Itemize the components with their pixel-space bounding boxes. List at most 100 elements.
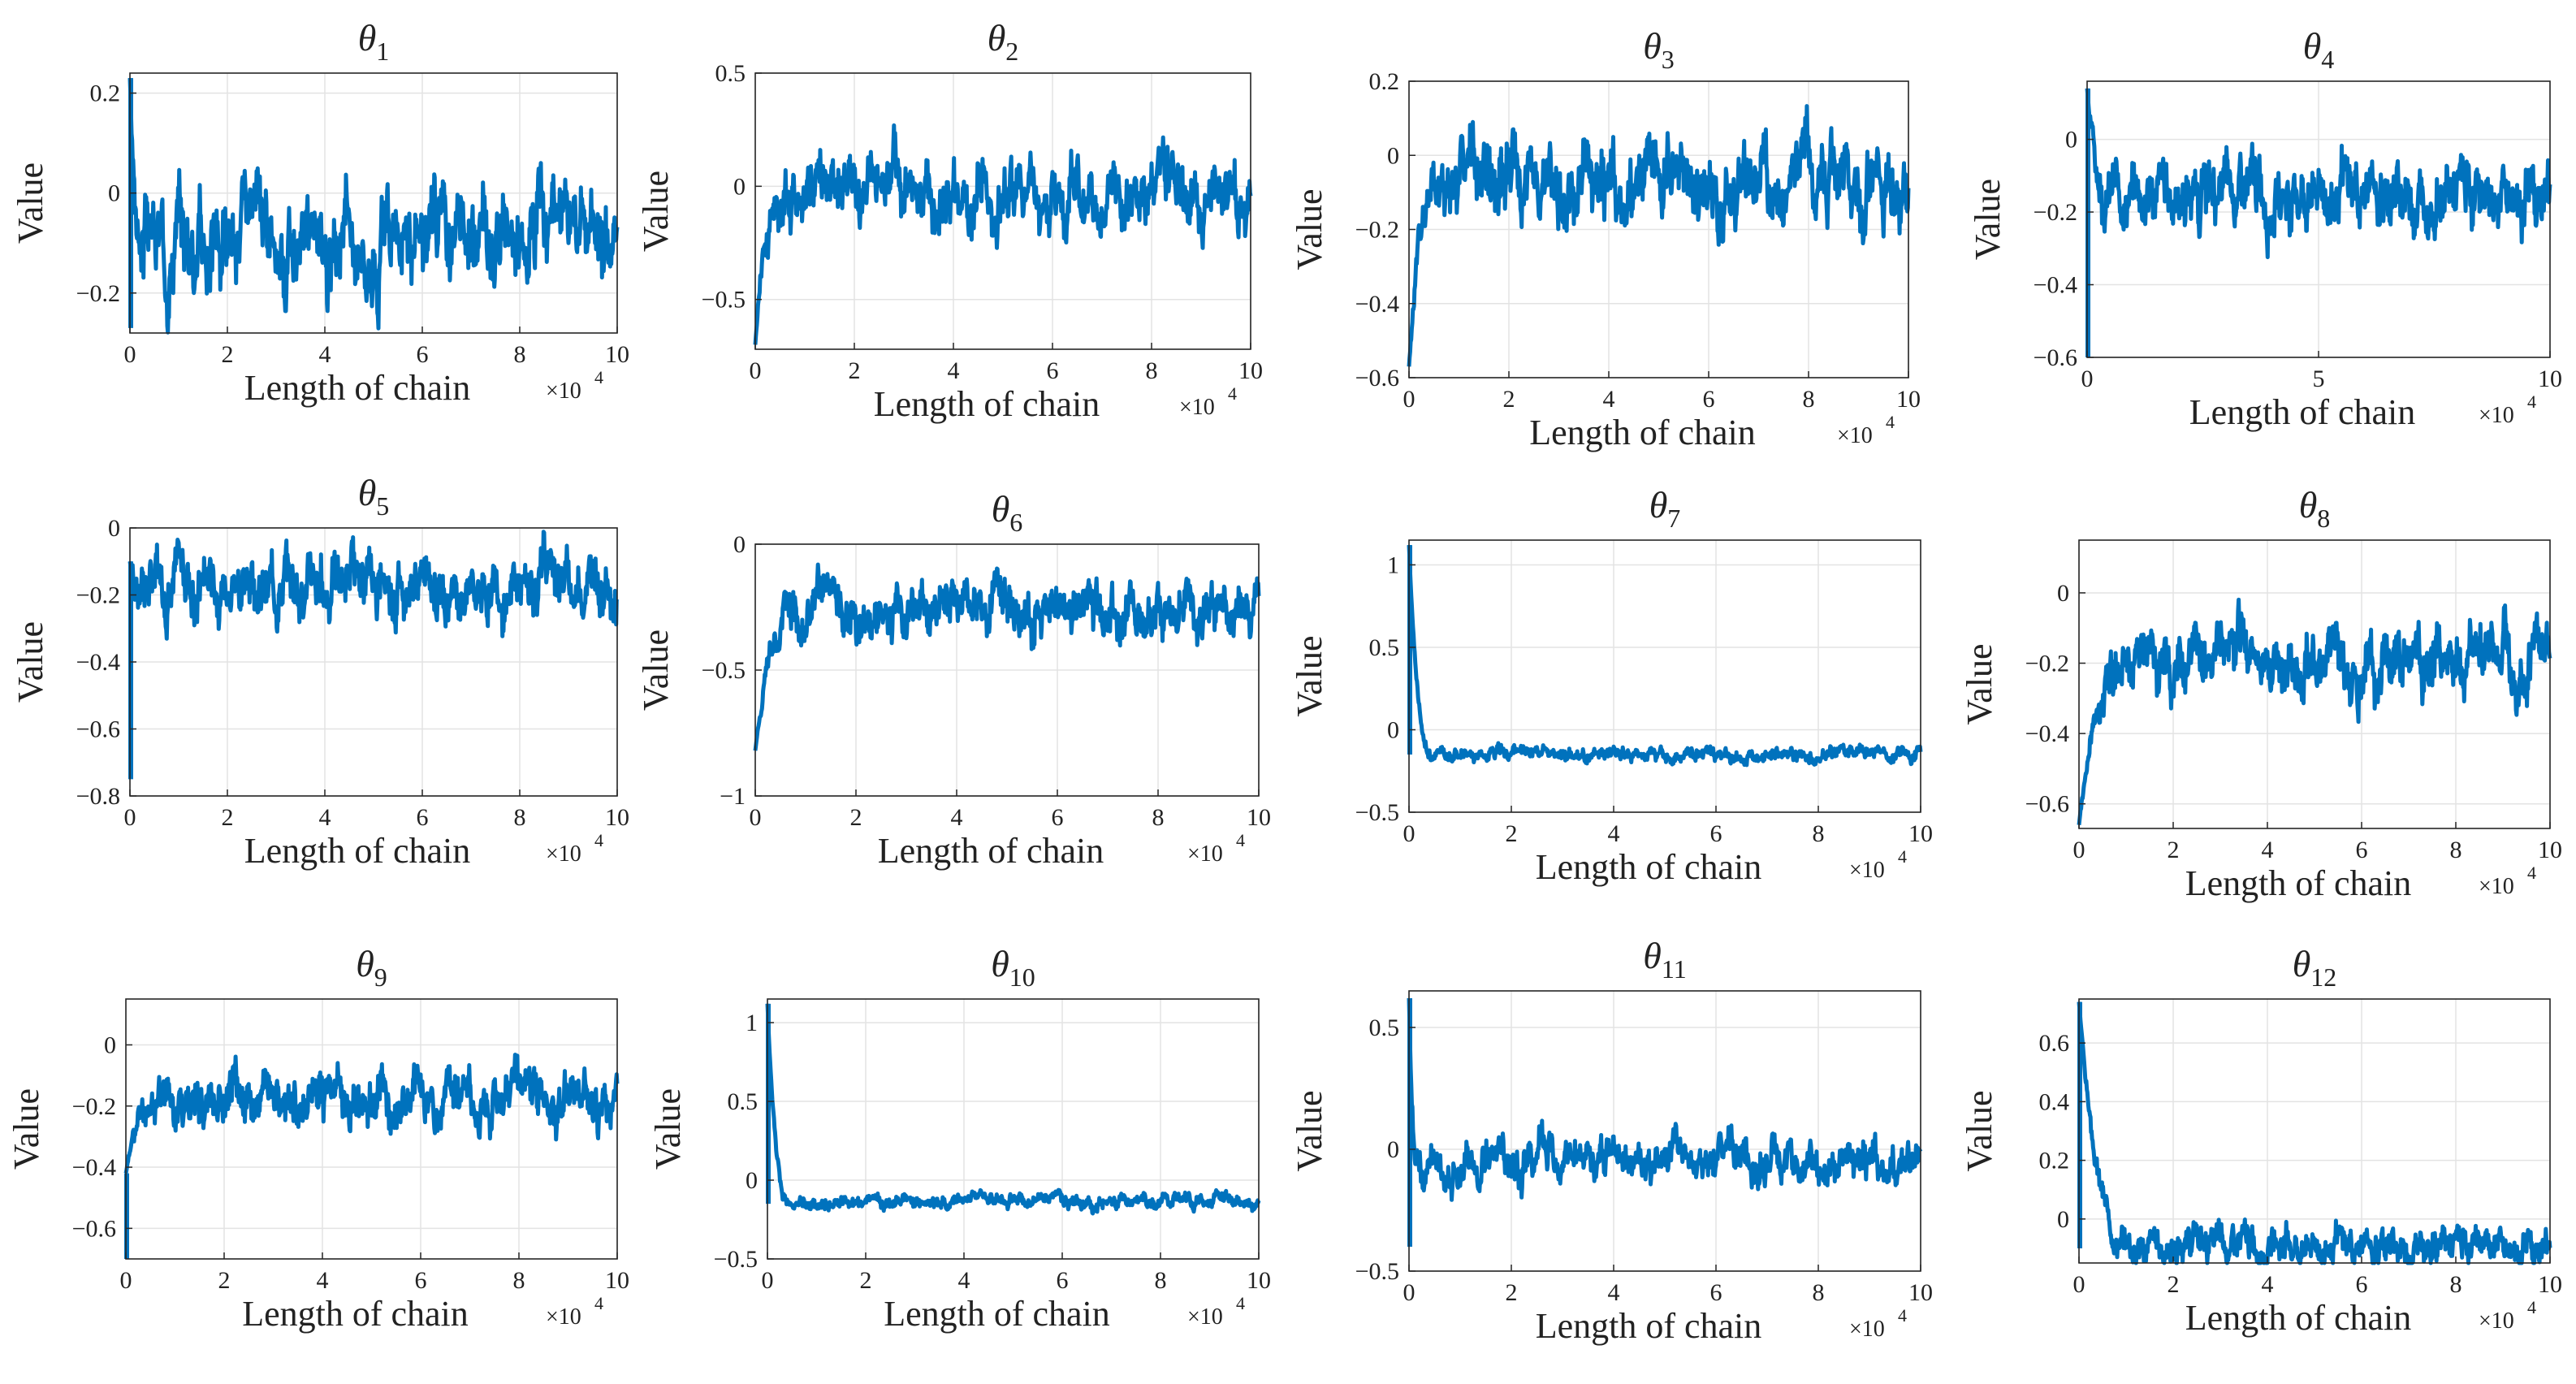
y-tick-label: −0.6: [76, 716, 120, 743]
y-axis-label: Value: [1290, 188, 1329, 270]
y-tick-label: 0.4: [2039, 1088, 2070, 1115]
x-multiplier-label: ×10: [1849, 858, 1885, 883]
chain-trace-line: [128, 78, 620, 335]
chain-trace-line: [123, 1053, 620, 1174]
x-multiplier-label: ×10: [1179, 395, 1215, 420]
x-multiplier-exponent: 4: [2527, 391, 2536, 412]
x-multiplier-exponent: 4: [594, 1293, 603, 1313]
x-tick-label: 2: [222, 804, 234, 831]
y-tick-label: −0.2: [2034, 199, 2077, 226]
y-tick-label: −0.2: [76, 582, 120, 609]
x-multiplier-exponent: 4: [2527, 863, 2536, 883]
x-multiplier-label: ×10: [1187, 1304, 1223, 1330]
x-tick-label: 10: [2538, 1271, 2562, 1298]
x-multiplier-exponent: 4: [1236, 830, 1245, 850]
x-tick-label: 0: [124, 341, 136, 368]
x-tick-label: 6: [2356, 837, 2368, 863]
y-tick-label: 0.5: [715, 60, 746, 87]
x-tick-label: 8: [513, 1267, 525, 1294]
x-tick-label: 4: [319, 804, 331, 831]
y-tick-label: −0.6: [2034, 344, 2077, 371]
x-tick-label: 0: [2073, 837, 2085, 863]
x-axis-label: Length of chain: [874, 384, 1100, 424]
x-tick-label: 0: [120, 1267, 132, 1294]
panel-title: θ12: [2293, 943, 2337, 992]
y-tick-label: 0.5: [728, 1088, 759, 1115]
y-tick-label: 0.2: [90, 80, 121, 107]
x-tick-label: 8: [1146, 357, 1158, 384]
x-tick-label: 8: [1803, 386, 1815, 413]
x-axis-label: Length of chain: [242, 1294, 469, 1334]
x-tick-label: 10: [1247, 1267, 1271, 1294]
x-tick-label: 10: [605, 1267, 629, 1294]
x-axis-label: Length of chain: [2185, 863, 2412, 903]
trace-panel-6: 0 2 4 6 8 10 −1 −0.5 0 Length of chain ×10 4 Value θ6: [636, 488, 1271, 871]
x-tick-label: 10: [1908, 1279, 1933, 1306]
x-tick-label: 4: [1603, 386, 1615, 413]
y-tick-label: −0.8: [76, 783, 120, 810]
y-tick-label: −0.2: [76, 280, 120, 307]
trace-panel-3: 0 2 4 6 8 10 −0.6 −0.4 −0.2 0 0.2 Length of chain ×1…: [1290, 25, 1921, 452]
x-tick-label: 2: [1503, 386, 1515, 413]
x-axis-label: Length of chain: [1536, 847, 1762, 887]
x-multiplier-exponent: 4: [1898, 846, 1907, 867]
trace-panel-9: 0 2 4 6 8 10 −0.6 −0.4 −0.2 0 Length of chain ×10 4 V…: [6, 943, 629, 1334]
y-tick-label: 0: [2057, 1206, 2069, 1233]
x-tick-label: 4: [2262, 837, 2274, 863]
panel-title: θ11: [1643, 935, 1686, 984]
chain-trace-line: [1407, 104, 1911, 367]
x-tick-label: 6: [1047, 357, 1059, 384]
y-axis-label: Value: [648, 1088, 688, 1170]
trace-panel-1: 0 2 4 6 8 10 −0.2 0 0.2 Length of chain ×10 4 Value θ…: [11, 17, 629, 408]
x-axis-label: Length of chain: [2189, 392, 2416, 432]
x-tick-label: 4: [319, 341, 331, 368]
x-tick-label: 2: [2168, 837, 2180, 863]
y-tick-label: −0.5: [702, 657, 746, 684]
x-tick-label: 0: [1403, 386, 1416, 413]
x-tick-label: 0: [2073, 1271, 2085, 1298]
chain-trace-line: [128, 530, 620, 641]
x-multiplier-exponent: 4: [1236, 1293, 1245, 1313]
axes-box: [125, 998, 618, 1260]
x-tick-label: 10: [605, 341, 629, 368]
x-multiplier-label: ×10: [546, 378, 581, 404]
y-tick-label: −0.5: [1355, 799, 1399, 826]
x-tick-label: 8: [1813, 1279, 1825, 1306]
chain-trace-line: [2077, 597, 2552, 825]
x-multiplier-label: ×10: [2479, 1308, 2514, 1334]
y-tick-label: 0: [1387, 142, 1399, 169]
chain-trace-line: [1407, 544, 1923, 768]
y-tick-label: 0: [733, 173, 746, 200]
x-tick-label: 0: [1403, 1279, 1416, 1306]
y-tick-label: 0: [2057, 580, 2069, 607]
x-tick-label: 6: [1057, 1267, 1069, 1294]
x-tick-label: 8: [1813, 820, 1825, 847]
x-tick-label: 2: [850, 804, 862, 831]
y-axis-label: Value: [1960, 1090, 1999, 1171]
y-tick-label: −0.6: [72, 1215, 116, 1242]
x-axis-label: Length of chain: [884, 1294, 1110, 1334]
trace-panel-12: 0 2 4 6 8 10 0 0.2 0.4 0.6 Length of chain ×10 4 Valu…: [1960, 943, 2562, 1338]
x-tick-label: 2: [222, 341, 234, 368]
x-tick-label: 4: [317, 1267, 329, 1294]
x-multiplier-label: ×10: [1849, 1317, 1885, 1342]
x-tick-label: 2: [849, 357, 861, 384]
x-tick-label: 0: [2081, 365, 2094, 392]
panel-title: θ5: [358, 472, 390, 521]
x-tick-label: 10: [605, 804, 629, 831]
x-tick-label: 10: [1908, 820, 1933, 847]
panel-title: θ10: [991, 943, 1035, 992]
y-axis-label: Value: [6, 1088, 46, 1170]
x-tick-label: 4: [1608, 820, 1620, 847]
chain-trace-line: [2085, 88, 2552, 260]
y-tick-label: 0: [2065, 127, 2077, 154]
x-tick-label: 4: [958, 1267, 970, 1294]
x-axis-label: Length of chain: [244, 368, 471, 408]
y-tick-label: 0.5: [1369, 634, 1400, 661]
axes-box: [767, 998, 1260, 1260]
panel-title: θ2: [988, 17, 1019, 66]
chain-trace-line: [753, 562, 1261, 751]
chain-trace-line: [753, 123, 1253, 345]
x-tick-label: 0: [750, 804, 762, 831]
